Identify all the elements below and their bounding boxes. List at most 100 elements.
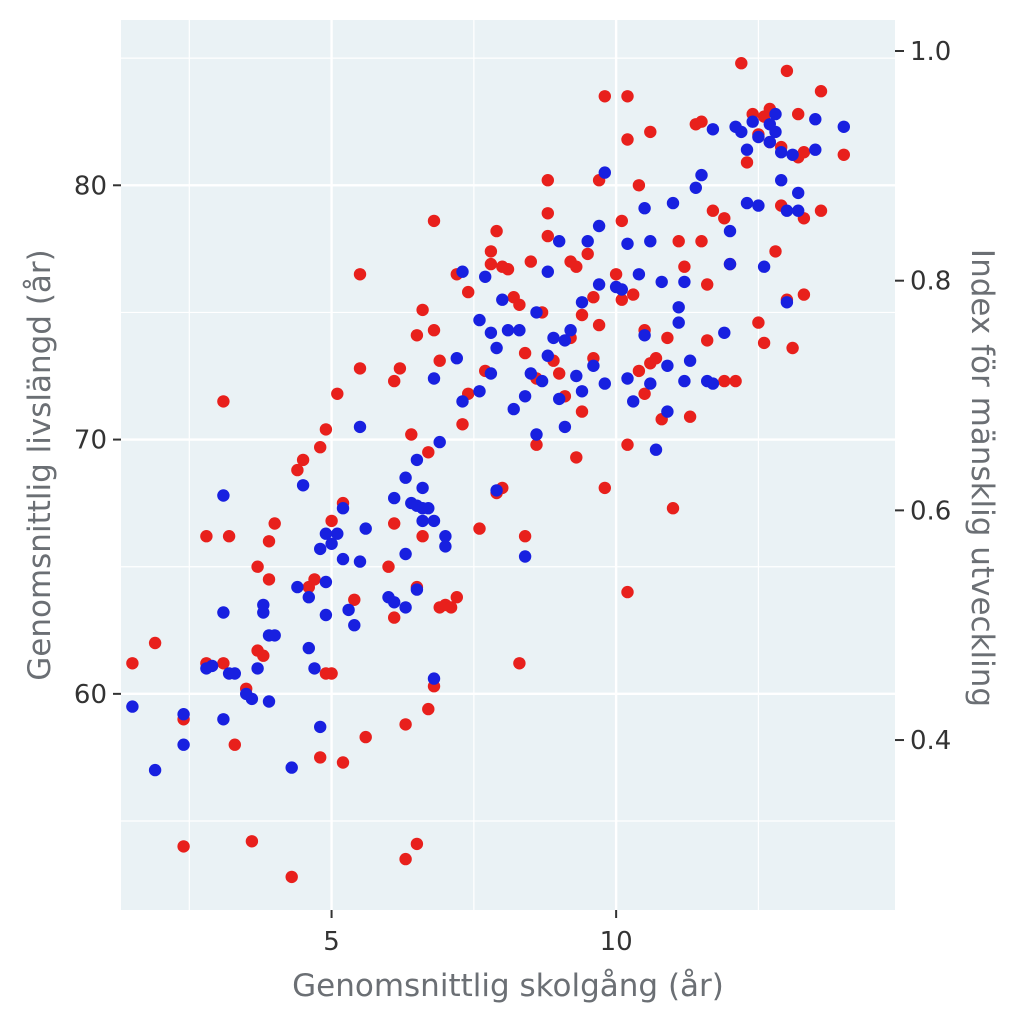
data-point-series-2 <box>325 537 338 550</box>
data-point-series-2 <box>217 489 230 502</box>
data-point-series-1 <box>353 268 367 281</box>
data-point-series-2 <box>592 219 606 233</box>
data-point-series-1 <box>814 85 828 98</box>
data-point-series-2 <box>507 402 520 416</box>
data-point-series-1 <box>405 428 418 441</box>
data-point-series-1 <box>319 423 333 436</box>
x-tick-label: 10 <box>600 927 633 957</box>
data-point-series-1 <box>752 316 765 329</box>
data-point-series-1 <box>769 245 782 258</box>
data-point-series-2 <box>427 514 441 528</box>
data-point-series-2 <box>296 479 310 492</box>
y2-tick-label: 0.6 <box>910 496 951 526</box>
data-point-series-1 <box>541 229 554 243</box>
data-point-series-2 <box>587 359 600 372</box>
data-point-series-2 <box>558 420 572 434</box>
data-point-series-2 <box>416 481 429 495</box>
data-point-series-1 <box>331 387 344 400</box>
data-point-series-1 <box>740 156 754 169</box>
data-point-series-1 <box>427 214 441 228</box>
data-point-series-2 <box>695 168 708 182</box>
data-point-series-2 <box>490 341 503 355</box>
data-point-series-2 <box>473 313 486 327</box>
data-point-series-2 <box>456 265 469 278</box>
data-point-series-2 <box>581 235 594 248</box>
data-point-series-1 <box>353 362 367 375</box>
data-point-series-2 <box>314 542 327 556</box>
data-point-series-2 <box>513 324 526 337</box>
data-point-series-2 <box>632 268 646 281</box>
grid-lines <box>121 20 895 910</box>
data-point-series-1 <box>462 285 475 299</box>
data-point-series-2 <box>644 235 657 248</box>
data-point-series-2 <box>388 596 401 609</box>
data-point-series-1 <box>621 438 634 451</box>
data-point-series-1 <box>786 341 799 355</box>
data-point-series-1 <box>257 649 270 662</box>
data-point-series-2 <box>627 395 640 408</box>
data-point-series-2 <box>553 392 566 406</box>
data-point-series-1 <box>598 481 611 495</box>
data-point-series-1 <box>410 837 424 851</box>
data-point-series-2 <box>541 349 554 362</box>
data-point-series-1 <box>388 374 401 388</box>
data-point-series-2 <box>570 369 583 383</box>
y2-axis-title: Index för mänsklig utveckling <box>964 249 1000 707</box>
y-axis-title: Genomsnittlig livslängd (år) <box>22 249 58 681</box>
data-point-series-1 <box>575 308 589 322</box>
data-point-series-2 <box>786 148 799 161</box>
data-point-series-1 <box>792 107 805 121</box>
data-point-series-2 <box>484 326 498 339</box>
data-point-series-1 <box>126 657 139 670</box>
data-point-series-1 <box>348 593 361 606</box>
data-point-series-2 <box>302 641 315 655</box>
data-point-series-2 <box>319 608 333 622</box>
data-point-series-2 <box>359 522 372 535</box>
data-point-series-2 <box>598 166 611 179</box>
data-point-series-2 <box>336 552 350 566</box>
data-point-series-2 <box>678 374 691 388</box>
data-point-series-2 <box>649 443 663 456</box>
data-point-series-2 <box>752 130 765 144</box>
data-point-series-2 <box>547 331 560 345</box>
data-point-series-2 <box>484 367 498 380</box>
data-point-series-1 <box>359 730 372 744</box>
data-point-series-1 <box>541 207 554 220</box>
data-point-series-2 <box>678 275 691 289</box>
data-point-series-2 <box>752 199 765 212</box>
data-point-series-1 <box>422 702 435 716</box>
data-point-series-1 <box>314 751 327 764</box>
data-points <box>126 57 850 884</box>
data-point-series-1 <box>388 517 401 530</box>
data-point-series-1 <box>217 395 230 408</box>
data-point-series-2 <box>558 334 572 347</box>
data-point-series-1 <box>735 57 748 70</box>
data-point-series-1 <box>416 530 429 543</box>
data-point-series-2 <box>769 107 782 121</box>
data-point-series-2 <box>439 530 452 543</box>
data-point-series-1 <box>473 522 486 535</box>
data-point-series-1 <box>695 115 708 128</box>
data-point-series-1 <box>649 352 663 365</box>
data-point-series-1 <box>695 235 708 248</box>
data-point-series-2 <box>638 329 651 342</box>
data-point-series-1 <box>615 293 628 306</box>
data-point-series-2 <box>621 237 634 250</box>
data-point-series-2 <box>530 428 543 441</box>
data-point-series-2 <box>496 293 509 306</box>
data-point-series-2 <box>399 471 412 484</box>
data-point-series-2 <box>439 540 452 553</box>
x-tick-label: 5 <box>323 927 340 957</box>
data-point-series-1 <box>245 835 259 848</box>
data-point-series-2 <box>388 491 401 505</box>
data-point-series-2 <box>126 700 139 713</box>
data-point-series-2 <box>518 390 532 403</box>
data-point-series-1 <box>393 362 407 375</box>
data-point-series-1 <box>627 288 640 301</box>
data-point-series-2 <box>524 367 537 380</box>
data-point-series-1 <box>450 591 463 604</box>
data-point-series-1 <box>410 329 424 342</box>
data-point-series-1 <box>416 303 429 317</box>
data-point-series-2 <box>217 606 230 619</box>
